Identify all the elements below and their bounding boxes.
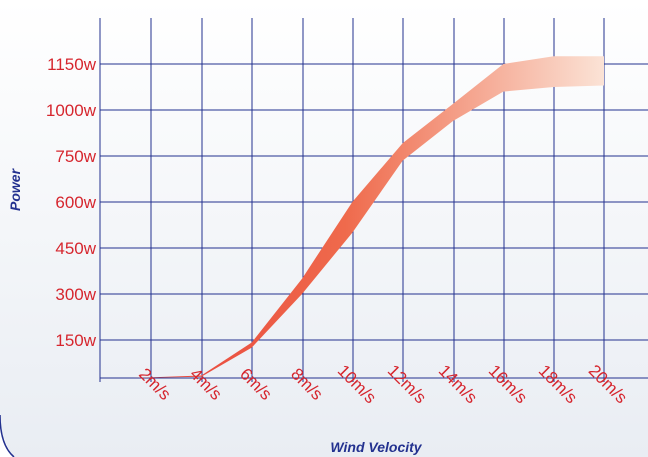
y-axis-ticks: 150w 300w 450w 600w 750w 1000w 1150w [46,55,97,350]
y-tick-label: 300w [55,285,96,304]
y-tick-label: 600w [55,193,96,212]
y-tick-label: 1000w [46,101,97,120]
y-tick-label: 750w [55,147,96,166]
x-axis-label: Wind Velocity [330,439,422,455]
panel-corner-border [0,414,15,457]
y-axis-label: Power [7,167,23,211]
y-tick-label: 150w [55,331,96,350]
y-tick-label: 450w [55,239,96,258]
y-tick-label: 1150w [47,55,97,74]
